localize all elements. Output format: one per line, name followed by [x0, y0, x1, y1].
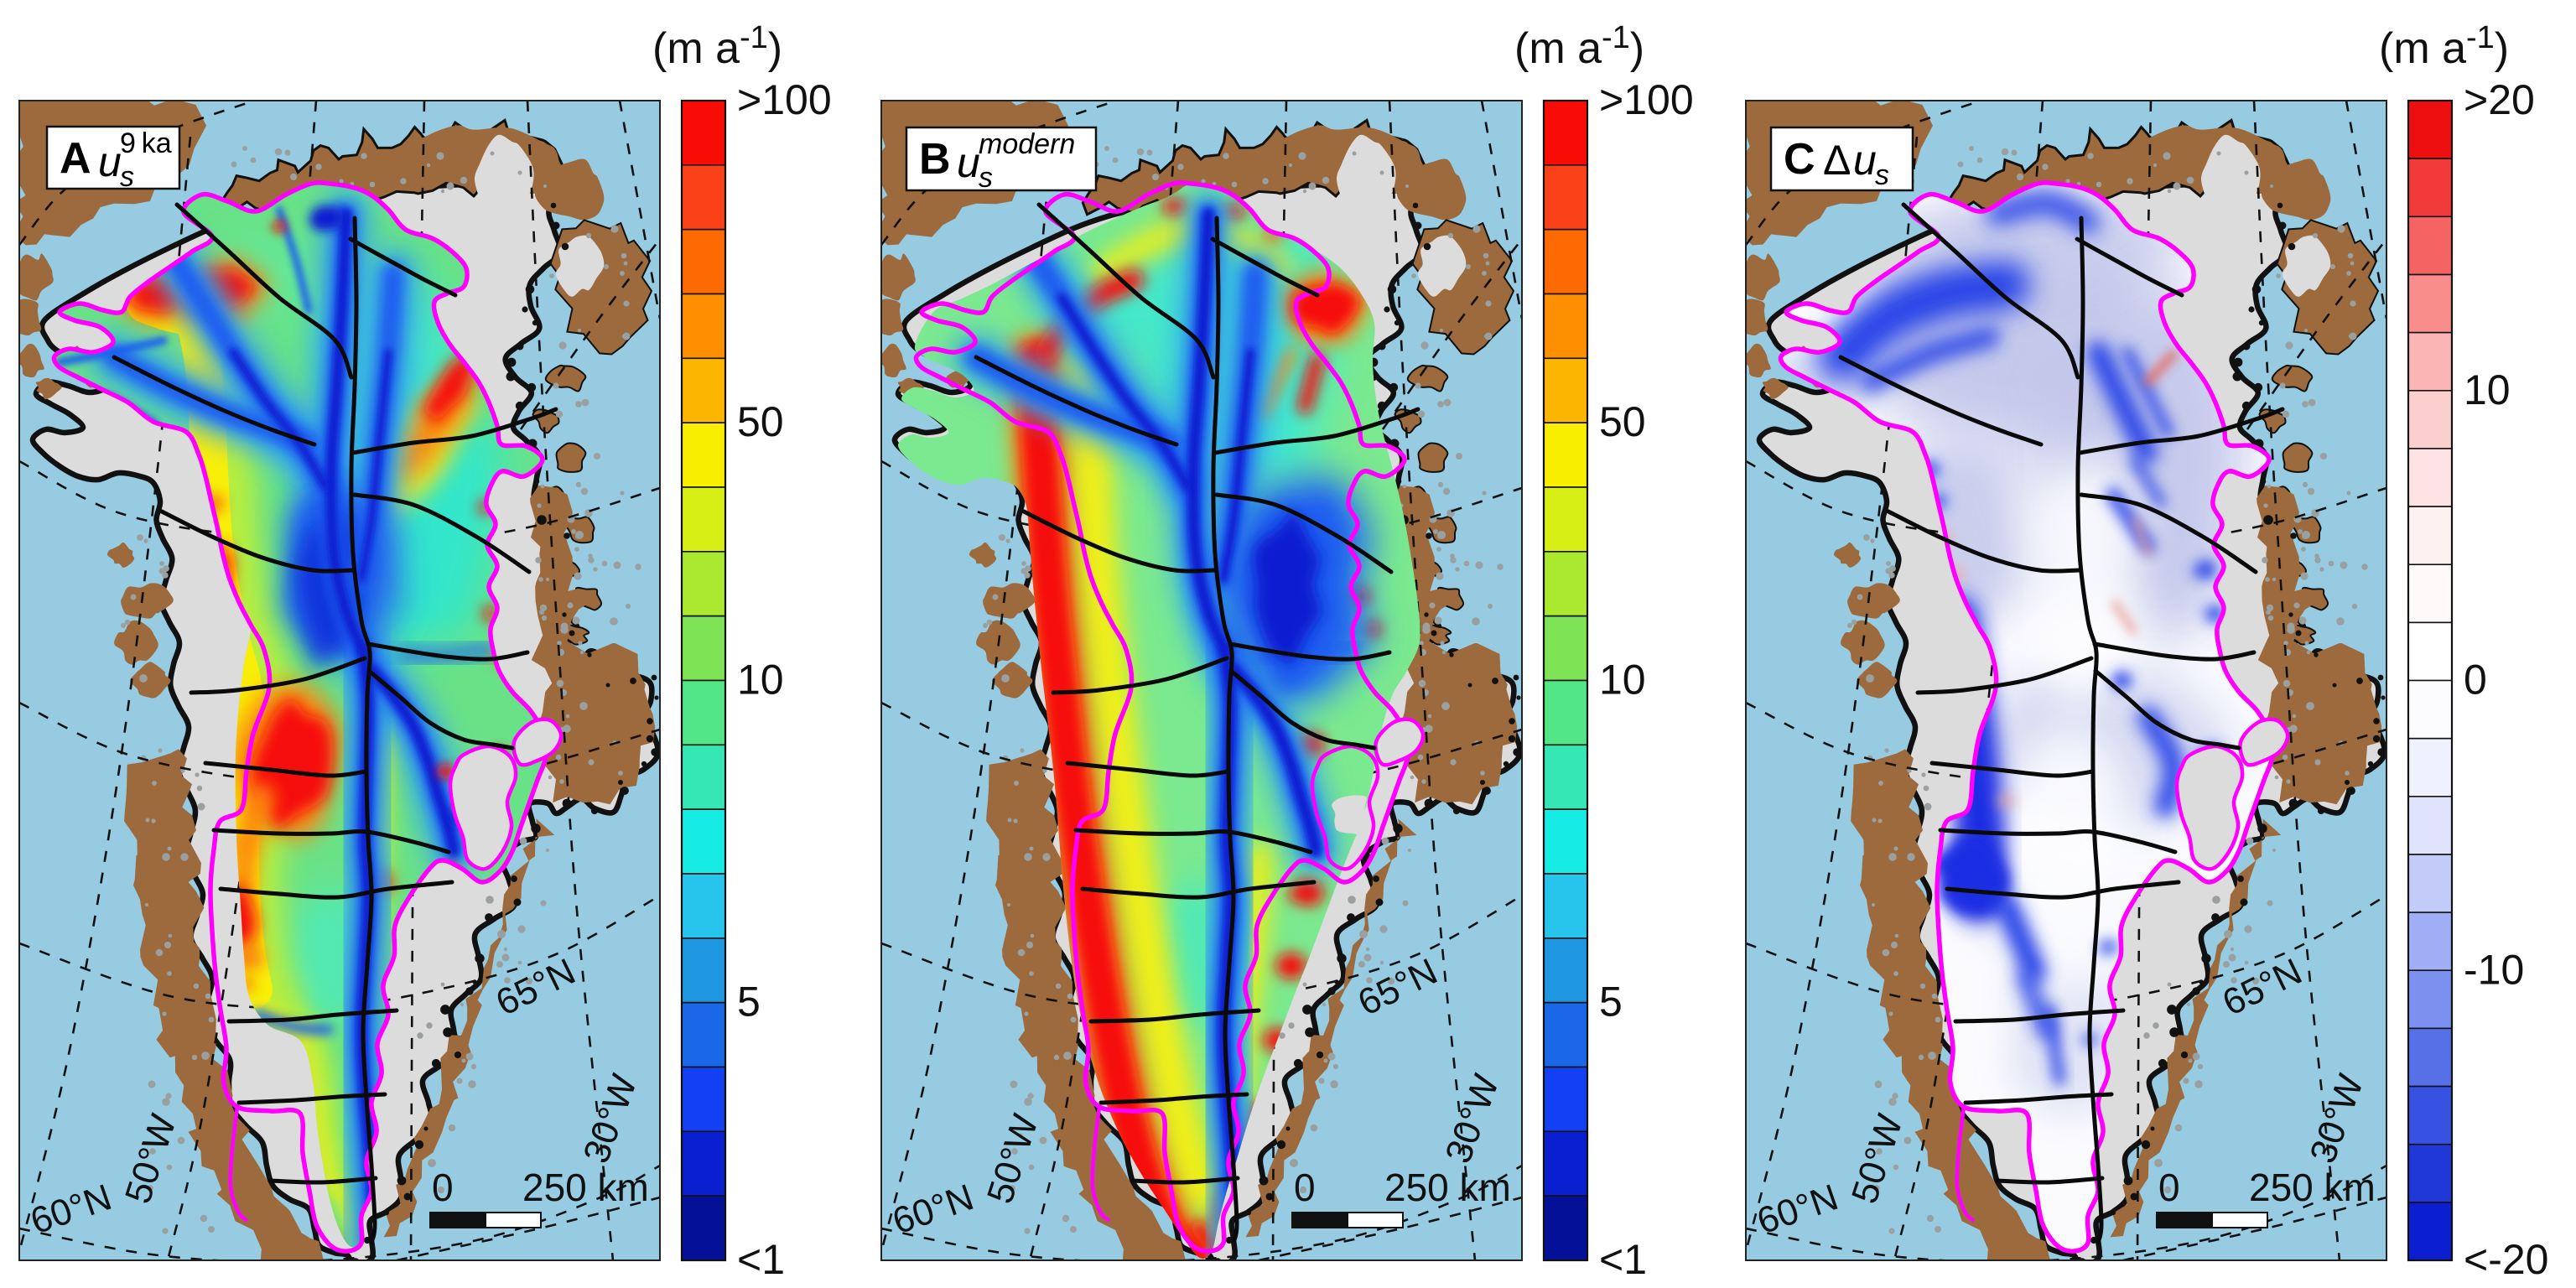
svg-text:Δ: Δ: [1823, 137, 1851, 184]
svg-text:50: 50: [737, 398, 784, 445]
svg-text:250 km: 250 km: [2249, 1166, 2376, 1209]
svg-text:>100: >100: [737, 76, 832, 123]
svg-text:>100: >100: [1599, 76, 1694, 123]
svg-text:10: 10: [2464, 366, 2511, 413]
svg-text:-10: -10: [2464, 946, 2524, 993]
svg-text:C: C: [1784, 135, 1815, 184]
svg-text:50: 50: [1599, 398, 1646, 445]
svg-text:u: u: [1853, 137, 1877, 184]
svg-text:250 km: 250 km: [522, 1166, 649, 1209]
svg-text:s: s: [979, 162, 993, 194]
svg-text:10: 10: [737, 657, 784, 704]
svg-text:u: u: [957, 139, 980, 186]
svg-text:10: 10: [1599, 657, 1646, 704]
svg-text:0: 0: [432, 1166, 454, 1209]
svg-text:A: A: [60, 134, 91, 183]
svg-text:<1: <1: [1599, 1236, 1647, 1283]
svg-text:0: 0: [2464, 657, 2487, 704]
svg-text:s: s: [1875, 159, 1889, 191]
svg-text:(m a-1): (m a-1): [2379, 20, 2509, 73]
svg-text:5: 5: [737, 979, 761, 1026]
svg-text:5: 5: [1599, 979, 1623, 1026]
svg-text:9 ka: 9 ka: [120, 127, 172, 159]
svg-text:>20: >20: [2464, 76, 2535, 123]
svg-text:u: u: [98, 138, 122, 185]
svg-text:250 km: 250 km: [1384, 1166, 1511, 1209]
svg-text:<1: <1: [737, 1236, 785, 1283]
svg-text:B: B: [919, 135, 951, 184]
svg-text:0: 0: [2158, 1166, 2180, 1209]
svg-text:<-20: <-20: [2464, 1236, 2548, 1283]
svg-text:s: s: [120, 161, 134, 193]
svg-text:modern: modern: [979, 128, 1075, 160]
svg-text:0: 0: [1294, 1166, 1316, 1209]
